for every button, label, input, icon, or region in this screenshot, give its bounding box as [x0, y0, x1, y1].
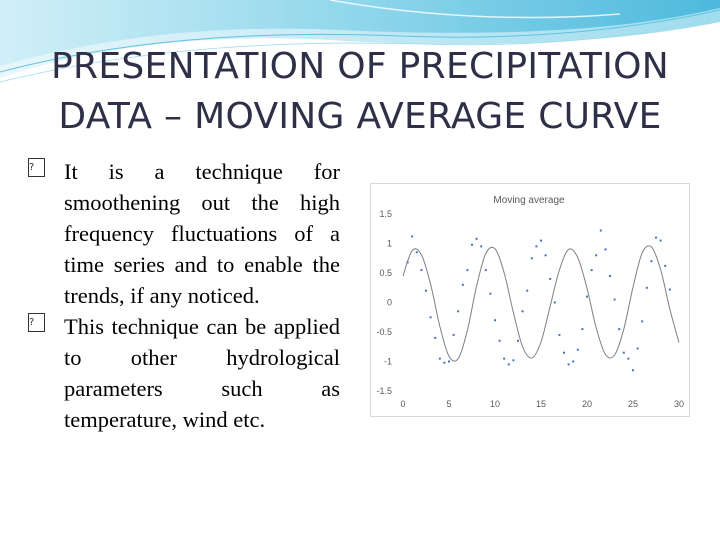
- data-point: [655, 236, 657, 239]
- data-point: [645, 286, 648, 289]
- data-point: [553, 301, 556, 304]
- x-tick-label: 30: [674, 399, 684, 409]
- data-point: [563, 351, 565, 354]
- data-point: [636, 347, 639, 350]
- moving-average-line: [402, 245, 680, 362]
- data-point: [521, 310, 524, 313]
- data-point: [420, 269, 423, 272]
- slide-title-line-2: DATA – MOVING AVERAGE CURVE: [58, 96, 662, 137]
- data-point: [406, 261, 409, 264]
- data-point: [429, 316, 432, 319]
- data-point: [443, 361, 446, 364]
- bullet-2-text: applied to other hydrological parameters…: [64, 314, 340, 432]
- data-point: [535, 245, 538, 248]
- data-point: [622, 351, 625, 354]
- slide-title-line-1: PRESENTATION OF PRECIPITATION: [51, 46, 669, 87]
- smoothed-line-layer: [402, 245, 680, 362]
- data-point: [475, 237, 478, 240]
- x-tick-label: 10: [490, 399, 500, 409]
- bullet-item-1: ? It is a technique for smoothening out …: [28, 156, 340, 311]
- chart-title: Moving average: [493, 195, 565, 206]
- bullet-item-2: ? This technique can be applied to other…: [28, 311, 340, 435]
- data-point: [457, 310, 460, 313]
- data-point: [632, 369, 634, 372]
- header-swoosh-decoration: [0, 0, 720, 83]
- bullet-1-lead: It is a technique for: [64, 159, 340, 184]
- data-point: [609, 275, 611, 277]
- data-point: [512, 359, 515, 362]
- y-tick-label: -1: [384, 357, 392, 367]
- bullet-list: ? It is a technique for smoothening out …: [28, 156, 340, 435]
- x-tick-label: 0: [400, 399, 405, 409]
- data-point: [595, 254, 598, 257]
- slide-title: PRESENTATION OF PRECIPITATION DATA – MOV…: [20, 42, 700, 142]
- data-point: [526, 289, 529, 292]
- data-point: [590, 269, 593, 272]
- data-point: [572, 360, 575, 363]
- data-point: [498, 339, 501, 342]
- data-point: [576, 348, 579, 351]
- y-tick-label: 0: [387, 298, 392, 308]
- data-point: [659, 239, 662, 242]
- x-tick-label: 15: [536, 399, 546, 409]
- data-point: [411, 235, 414, 238]
- data-point: [567, 363, 570, 366]
- y-tick-label: 1: [387, 239, 392, 249]
- data-point: [558, 333, 561, 336]
- data-point: [540, 239, 542, 242]
- data-point: [503, 357, 506, 360]
- data-point: [604, 248, 607, 251]
- data-point: [613, 298, 616, 301]
- box-bullet-icon: ?: [28, 158, 45, 177]
- y-tick-label: 0.5: [379, 268, 392, 278]
- data-point: [549, 277, 552, 280]
- y-axis-ticks: 1.5 1 0.5 0 -0.5 -1 -1.5: [376, 209, 392, 396]
- data-point: [627, 357, 630, 360]
- chart-svg: Moving average 1.5 1 0.5 0 -0.5 -1 -1.5 0 5 10 15…: [376, 195, 684, 409]
- y-tick-label: -0.5: [376, 327, 392, 337]
- x-axis-ticks: 0 5 10 15 20 25 30: [400, 399, 684, 409]
- data-point: [494, 319, 496, 322]
- data-point: [507, 363, 510, 366]
- data-point: [664, 264, 667, 267]
- bullet-1-text: smoothening out the high frequency fluct…: [64, 190, 340, 308]
- bullet-2-lead: This technique can be: [64, 314, 267, 339]
- data-point: [489, 292, 492, 295]
- data-point: [618, 328, 621, 331]
- data-point: [544, 254, 547, 257]
- data-point: [466, 269, 469, 272]
- data-point: [425, 289, 427, 292]
- data-point: [530, 257, 533, 260]
- data-point: [599, 229, 602, 232]
- data-point: [484, 269, 487, 272]
- x-tick-label: 5: [446, 399, 451, 409]
- data-point: [517, 339, 519, 342]
- data-points-layer: [406, 229, 671, 372]
- y-tick-label: -1.5: [376, 386, 392, 396]
- data-point: [452, 333, 455, 336]
- data-point: [650, 260, 653, 263]
- data-point: [434, 336, 437, 339]
- data-point: [438, 357, 441, 360]
- data-point: [461, 283, 464, 286]
- data-point: [581, 328, 584, 331]
- data-point: [586, 295, 588, 298]
- moving-average-chart: Moving average 1.5 1 0.5 0 -0.5 -1 -1.5 0 5 10 15…: [370, 183, 690, 417]
- data-point: [448, 360, 450, 363]
- x-tick-label: 20: [582, 399, 592, 409]
- data-point: [480, 245, 483, 248]
- box-bullet-icon: ?: [28, 313, 45, 332]
- data-point: [641, 320, 644, 323]
- data-point: [471, 243, 473, 246]
- data-point: [668, 288, 671, 291]
- data-point: [415, 251, 418, 254]
- y-tick-label: 1.5: [379, 209, 392, 219]
- x-tick-label: 25: [628, 399, 638, 409]
